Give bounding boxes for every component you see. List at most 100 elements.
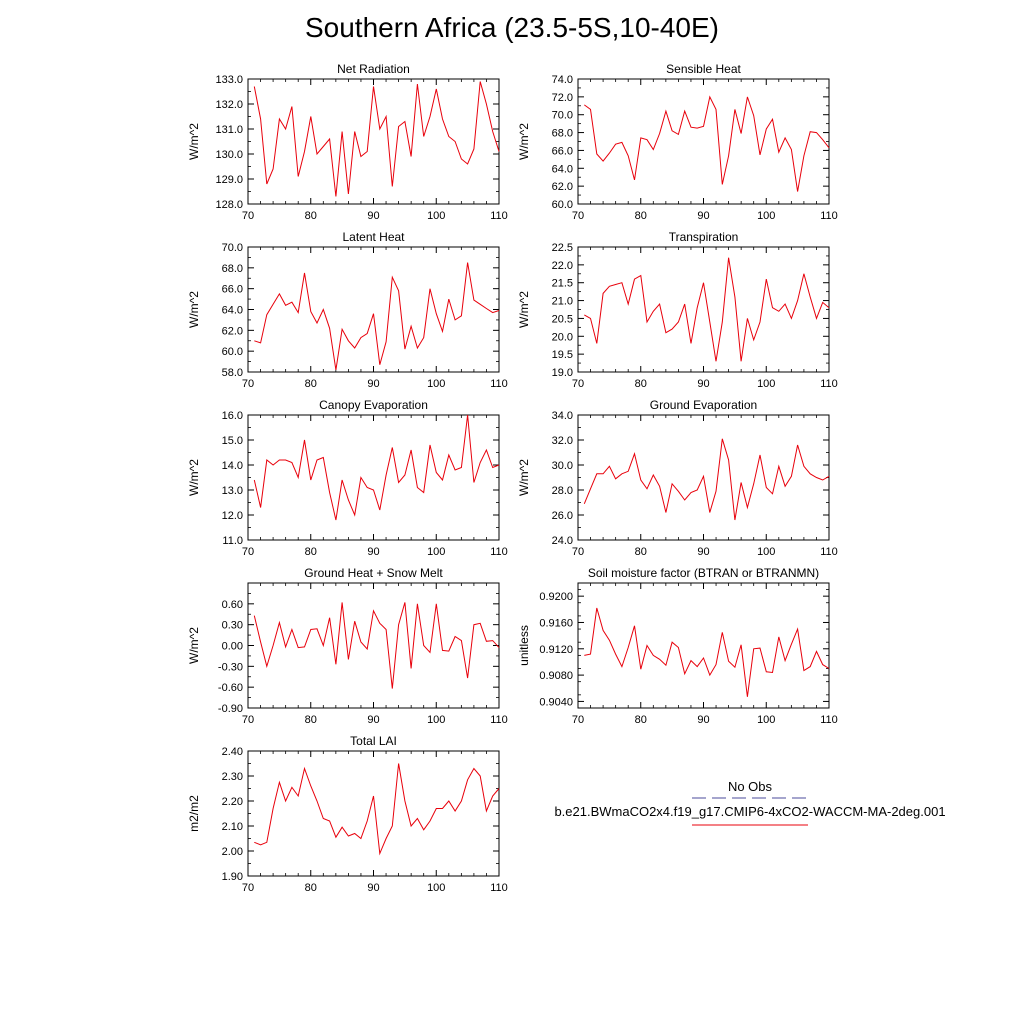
legend: No Obs b.e21.BWmaCO2x4.f19_g17.CMIP6-4xC… [530,779,970,828]
series-line [583,438,830,521]
y-tick-label: 74.0 [552,74,573,86]
y-axis-label: W/m^2 [517,123,531,160]
panel-1: Net Radiation W/m^2 70 80 90 100 110 128.0 129.0… [187,62,508,222]
y-tick-label: 68.0 [222,263,243,275]
y-tick-label: 0.9040 [539,696,573,708]
y-tick-label: 24.0 [552,535,573,547]
panel-3: Latent Heat W/m^2 70 80 90 100 110 58.0 60.0 62.0… [187,230,508,390]
y-tick-label: 14.0 [222,460,243,472]
x-tick-label: 90 [367,378,379,390]
plot-frame [577,78,830,205]
x-tick-label: 90 [697,714,709,726]
y-tick-label: 68.0 [552,128,573,140]
panel-title: Latent Heat [342,230,405,244]
panel-4: Transpiration W/m^2 70 80 90 100 110 19.0 19.5 20… [517,230,838,390]
x-tick-label: 110 [820,714,838,726]
y-tick-label: 130.0 [215,149,243,161]
x-tick-label: 110 [820,378,838,390]
y-tick-label: -0.90 [218,703,243,715]
y-tick-label: 0.9160 [539,617,573,629]
panel-title: Transpiration [669,230,739,244]
y-tick-label: 60.0 [552,199,573,211]
panel-title: Soil moisture factor (BTRAN or BTRANMN) [588,566,819,580]
y-axis-label: W/m^2 [187,627,201,664]
y-tick-label: 133.0 [215,74,243,86]
panel-7: Ground Heat + Snow Melt W/m^2 70 80 90 100 110… [187,566,508,726]
y-tick-label: 19.5 [552,349,573,361]
x-tick-label: 80 [305,882,317,894]
x-tick-label: 100 [427,378,445,390]
y-tick-label: 32.0 [552,435,573,447]
y-axis-label: W/m^2 [187,291,201,328]
y-tick-label: 131.0 [215,124,243,136]
page-title: Southern Africa (23.5-5S,10-40E) [304,12,719,43]
x-tick-label: 100 [757,546,775,558]
y-tick-label: 72.0 [552,92,573,104]
x-tick-label: 80 [635,378,647,390]
x-tick-label: 110 [490,378,508,390]
x-tick-label: 70 [572,714,584,726]
y-tick-label: 16.0 [222,410,243,422]
y-axis-label: unitless [517,625,531,666]
y-tick-label: 21.0 [552,296,573,308]
x-tick-label: 70 [572,546,584,558]
y-tick-label: 26.0 [552,510,573,522]
y-tick-label: 12.0 [222,510,243,522]
y-tick-label: 2.10 [222,821,243,833]
x-tick-label: 80 [305,378,317,390]
x-tick-label: 90 [367,546,379,558]
x-tick-label: 110 [490,210,508,222]
plot-frame [247,414,500,541]
panel-title: Sensible Heat [666,62,741,76]
y-tick-label: 66.0 [552,145,573,157]
y-tick-label: 28.0 [552,485,573,497]
x-tick-label: 70 [242,378,254,390]
y-tick-label: 70.0 [552,110,573,122]
series-line [254,262,500,370]
x-tick-label: 100 [427,882,445,894]
y-tick-label: 15.0 [222,435,243,447]
y-tick-label: 64.0 [552,163,573,175]
y-tick-label: 30.0 [552,460,573,472]
plot-frame [577,246,830,373]
plot-frame [247,750,500,877]
y-tick-label: 22.0 [552,260,573,272]
panel-9: Total LAI m2/m2 70 80 90 100 110 1.90 2.00 2.10 2.… [187,734,508,894]
y-tick-label: 129.0 [215,174,243,186]
series-line [584,95,830,192]
y-tick-label: -0.60 [218,682,243,694]
plot-frame [247,246,500,373]
x-tick-label: 90 [367,210,379,222]
x-tick-label: 80 [635,546,647,558]
panel-5: Canopy Evaporation W/m^2 70 80 90 100 110 11.0 1… [187,398,508,558]
y-axis-label: W/m^2 [517,459,531,496]
x-tick-label: 100 [427,546,445,558]
y-tick-label: 20.0 [552,331,573,343]
panel-6: Ground Evaporation W/m^2 70 80 90 100 110 24.0 2… [517,398,838,558]
y-tick-label: 22.5 [552,242,573,254]
x-tick-label: 100 [427,210,445,222]
y-tick-label: 34.0 [552,410,573,422]
x-tick-label: 100 [757,210,775,222]
y-tick-label: 60.0 [222,346,243,358]
y-tick-label: -0.30 [218,661,243,673]
y-tick-label: 2.20 [222,796,243,808]
y-axis-label: W/m^2 [187,459,201,496]
y-axis-label: W/m^2 [187,123,201,160]
y-tick-label: 66.0 [222,284,243,296]
y-tick-label: 0.9200 [539,591,573,603]
series-line [253,414,500,521]
series-line [584,607,830,697]
x-tick-label: 80 [635,210,647,222]
x-tick-label: 100 [757,378,775,390]
x-tick-label: 80 [305,714,317,726]
y-tick-label: 62.0 [552,181,573,193]
y-tick-label: 21.5 [552,278,573,290]
panel-8: Soil moisture factor (BTRAN or BTRANMN) u… [517,566,838,726]
x-tick-label: 110 [820,546,838,558]
y-tick-label: 13.0 [222,485,243,497]
y-tick-label: 0.9120 [539,644,573,656]
x-tick-label: 110 [820,210,838,222]
y-tick-label: 0.00 [222,641,243,653]
